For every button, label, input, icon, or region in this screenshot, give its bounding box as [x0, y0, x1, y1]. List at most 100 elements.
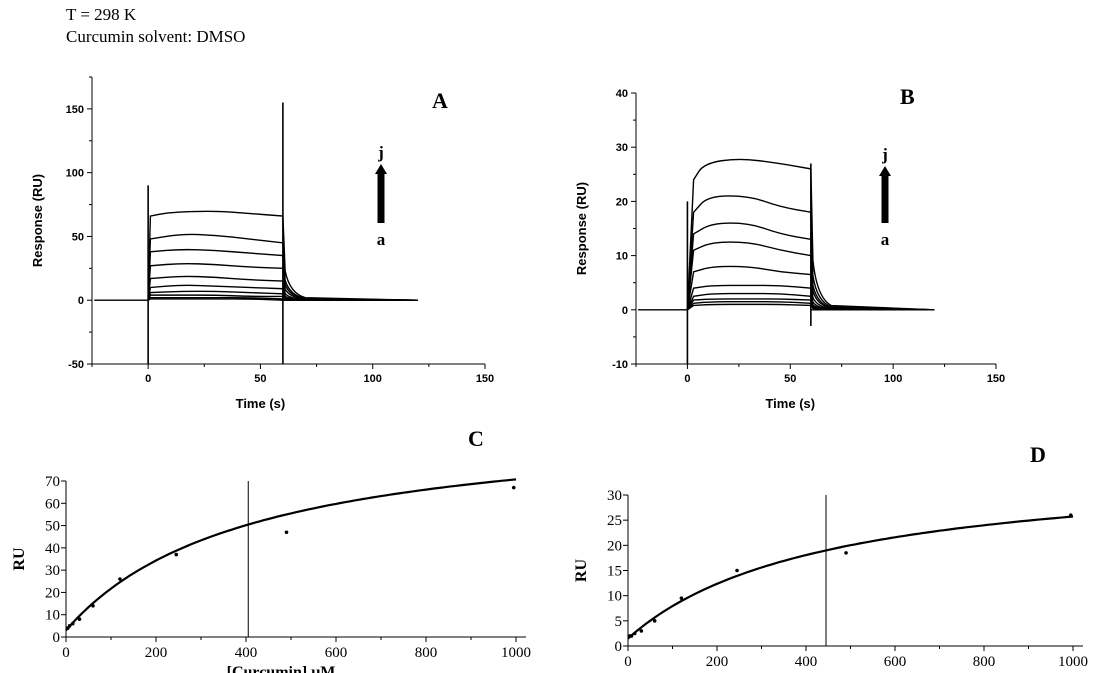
x-tick-label: 200	[145, 645, 168, 661]
y-tick-label: 20	[607, 538, 622, 554]
arrow-bottom-label: a	[881, 230, 890, 249]
sensorgram-curve-4	[686, 241, 935, 311]
x-tick-label: 600	[325, 645, 348, 661]
sensorgram-curve-7	[147, 290, 418, 301]
data-point	[67, 624, 72, 628]
x-axis-title: Time (s)	[765, 396, 815, 411]
sensorgram-curve-7	[686, 292, 935, 311]
x-tick-label: 50	[254, 373, 266, 385]
x-tick-label: 800	[973, 654, 996, 670]
chart-d: 02004006008001000051015202530[Curcumin] …	[573, 442, 1088, 670]
solvent-label: Curcumin solvent: DMSO	[66, 27, 246, 46]
y-tick-label: 40	[45, 541, 60, 557]
sensorgram-curve-10	[687, 303, 935, 311]
y-tick-label: 20	[616, 196, 628, 208]
x-tick-label: 0	[145, 373, 151, 385]
x-tick-label: 400	[795, 654, 818, 670]
panel-letter-d: D	[1030, 442, 1046, 467]
sensorgram-curve-6	[686, 284, 935, 311]
y-tick-label: 100	[66, 168, 84, 180]
sensorgram-curve-6	[147, 284, 418, 301]
sensorgram-curve-8	[147, 294, 418, 301]
y-tick-label: 50	[45, 519, 60, 535]
y-tick-label: 30	[45, 563, 60, 579]
data-point	[652, 619, 657, 623]
y-tick-label: 10	[45, 608, 60, 624]
data-point	[511, 485, 516, 490]
data-point	[174, 552, 179, 557]
y-tick-label: 40	[616, 88, 628, 100]
y-tick-label: 25	[607, 513, 622, 529]
y-tick-label: 20	[45, 585, 60, 601]
panel-letter-a: A	[432, 88, 448, 113]
data-point	[284, 530, 289, 535]
x-tick-label: 800	[415, 645, 438, 661]
x-tick-label: 400	[235, 645, 258, 661]
y-tick-label: 150	[66, 104, 84, 116]
sensorgram-curve-1	[147, 210, 418, 301]
fit-curve	[627, 515, 1074, 640]
y-tick-label: 60	[45, 496, 60, 512]
data-point	[679, 596, 684, 600]
y-tick-label: 0	[615, 639, 623, 655]
sensorgram-curve-5	[147, 275, 418, 301]
x-tick-label: 0	[684, 373, 690, 385]
y-tick-label: 15	[607, 564, 622, 580]
y-axis-title: Response (RU)	[30, 174, 45, 267]
x-tick-label: 600	[884, 654, 907, 670]
x-axis-title: Time (s)	[236, 396, 286, 411]
y-tick-label: 30	[616, 142, 628, 154]
x-tick-label: 150	[476, 373, 494, 385]
x-tick-label: 1000	[501, 645, 531, 661]
sensorgram-curve-3	[686, 222, 935, 311]
arrow-shaft	[377, 174, 385, 223]
fit-curve	[65, 478, 517, 632]
y-axis-title: Response (RU)	[574, 182, 589, 275]
arrow-up-icon	[375, 164, 387, 174]
y-tick-label: 10	[607, 589, 622, 605]
y-tick-label: 30	[607, 488, 622, 504]
x-tick-label: 50	[784, 373, 796, 385]
data-point	[1068, 513, 1073, 517]
sensorgram-curve-8	[686, 298, 935, 311]
data-point	[77, 617, 82, 621]
x-axis-title: [Curcumin] μM	[227, 664, 336, 673]
chart-a: 0 50 100 150 -50 0 50 100 150 Time (s) Response (R…	[30, 76, 494, 411]
y-tick-label: 5	[615, 614, 623, 630]
chart-b: 0 50 100 150 -10 0 10 20 30 40 Time (s) Response (R…	[574, 84, 1005, 411]
arrow-top-label: j	[881, 145, 888, 164]
arrow-shaft	[881, 176, 889, 223]
sensorgram-curve-10	[147, 298, 418, 301]
y-tick-label: 70	[45, 474, 60, 490]
data-point	[629, 634, 634, 638]
arrow-bottom-label: a	[377, 230, 386, 249]
data-point	[735, 568, 739, 573]
y-axis-title: RU	[573, 559, 590, 583]
sensorgram-curve-2	[686, 195, 935, 311]
sensorgram-curve-2	[147, 233, 418, 301]
y-tick-label: 0	[78, 295, 84, 307]
panel-letter-c: C	[468, 426, 484, 451]
y-tick-label: 0	[53, 630, 61, 646]
y-tick-label: -50	[68, 359, 84, 371]
data-point	[639, 629, 644, 633]
arrow-up-icon	[879, 166, 891, 176]
x-tick-label: 0	[624, 654, 632, 670]
x-tick-label: 150	[987, 373, 1005, 385]
x-tick-label: 0	[62, 645, 70, 661]
sensorgram-curve-3	[147, 248, 418, 301]
arrow-top-label: j	[377, 143, 384, 162]
x-tick-label: 200	[706, 654, 729, 670]
panel-letter-b: B	[900, 84, 915, 109]
sensorgram-curve-1	[686, 158, 935, 311]
sensorgram-curve-4	[147, 262, 418, 301]
y-axis-title: RU	[11, 547, 28, 571]
y-tick-label: -10	[612, 359, 628, 371]
temperature-label: T = 298 K	[66, 5, 137, 24]
data-point	[118, 577, 122, 581]
data-point	[91, 604, 95, 608]
sensorgram-curve-5	[686, 265, 935, 311]
y-tick-label: 0	[622, 305, 628, 317]
data-point	[70, 621, 75, 626]
